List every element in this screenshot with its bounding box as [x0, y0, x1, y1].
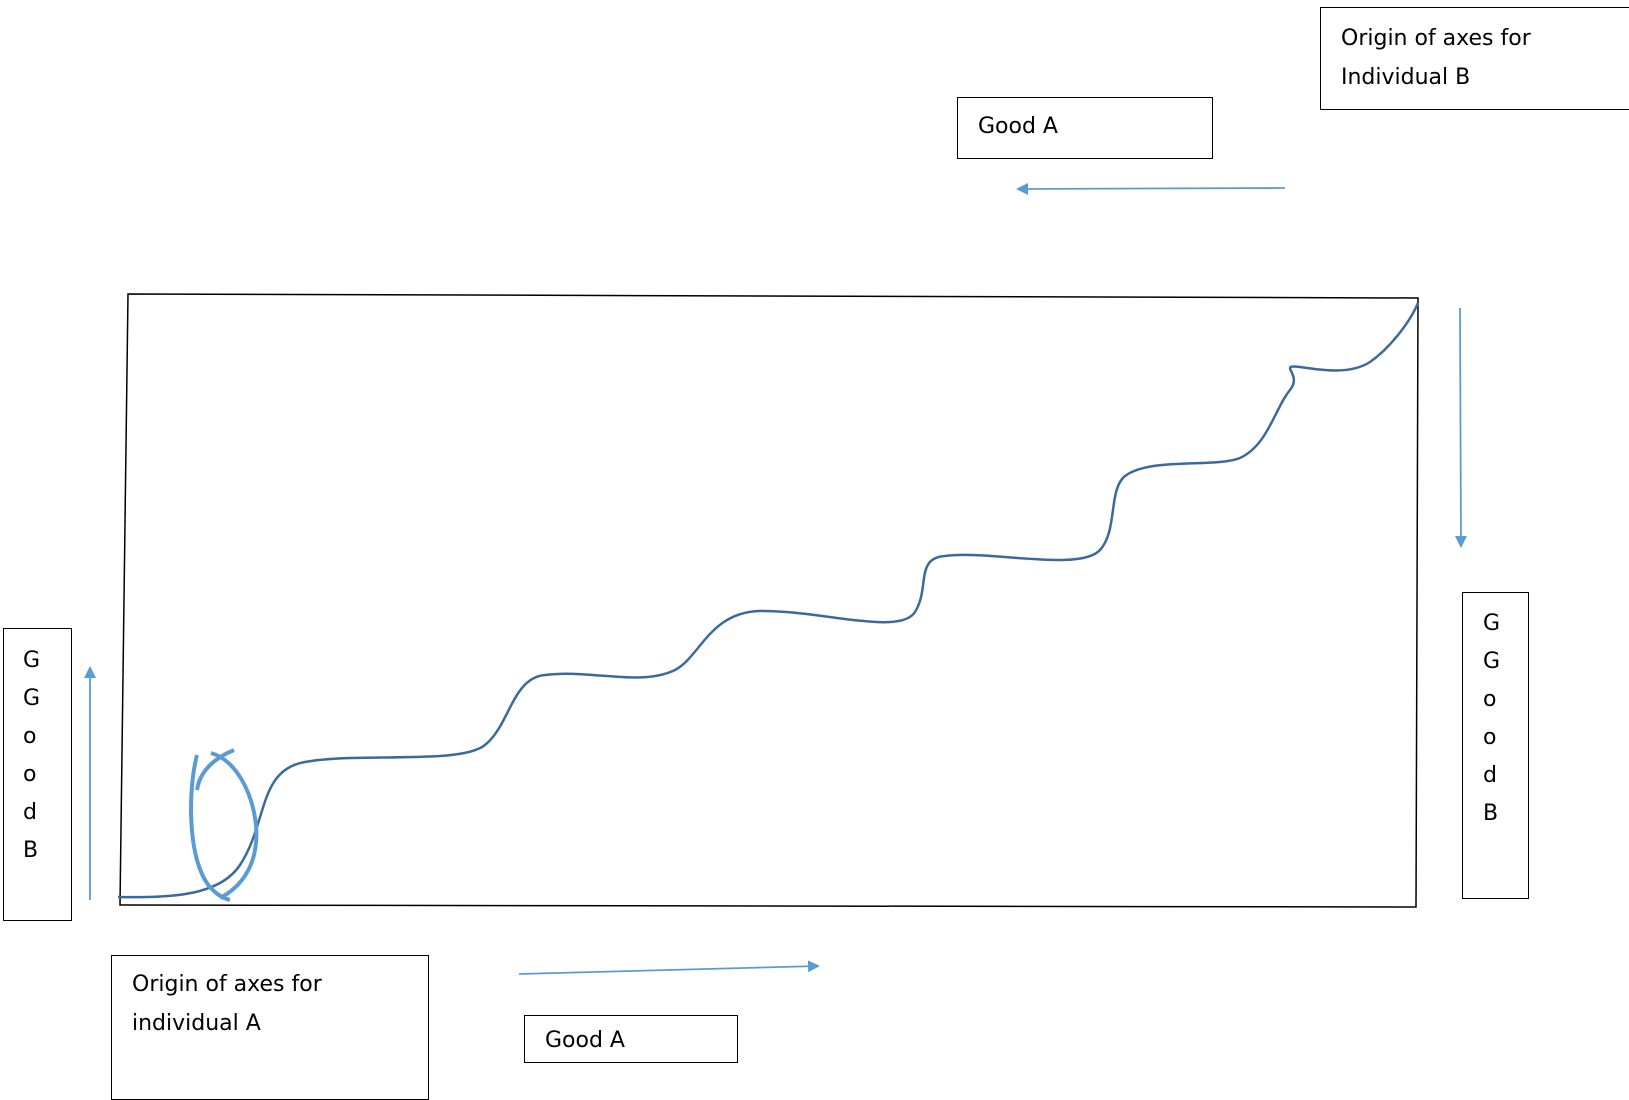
origin-b-label: Origin of axes for Individual B	[1320, 7, 1629, 110]
arrow-good-a-bottom	[518, 960, 820, 975]
good-a-bottom-label: Good A	[524, 1015, 738, 1063]
arrow-good-b-right	[1454, 307, 1467, 548]
edgeworth-box	[119, 293, 1419, 908]
good-b-left-label: G G o o d B	[3, 628, 72, 921]
highlight-ellipse	[189, 748, 259, 902]
origin-a-label: Origin of axes for individual A	[111, 955, 429, 1100]
contract-curve	[117, 302, 1420, 899]
arrow-good-a-top	[1016, 182, 1286, 195]
good-b-right-label: G G o o d B	[1462, 592, 1529, 899]
good-a-top-label: Good A	[957, 97, 1213, 159]
